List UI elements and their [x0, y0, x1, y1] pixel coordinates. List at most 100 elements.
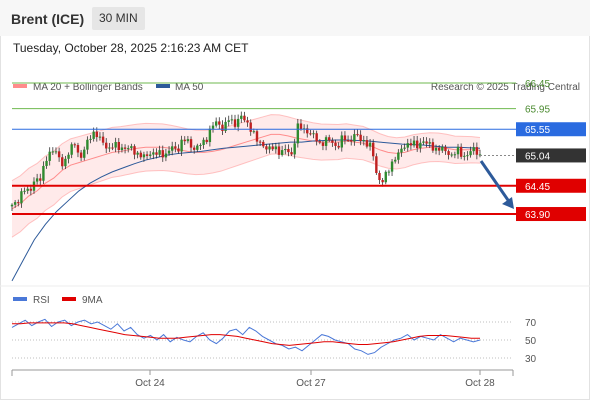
candle-body [123, 147, 127, 149]
candle-body [337, 145, 340, 148]
bollinger-upper [11, 114, 481, 182]
candle-body [475, 147, 479, 155]
candle-body [17, 202, 20, 204]
candle-body [127, 148, 130, 150]
candle-body [350, 140, 353, 142]
candle-body [400, 148, 403, 153]
candle-body [258, 141, 262, 143]
candle-body [205, 139, 208, 143]
candle-body [35, 178, 39, 182]
candle-body [180, 139, 183, 152]
candle-body [26, 188, 29, 191]
candle-body [469, 151, 472, 156]
price-chart [10, 111, 482, 282]
candle-body [167, 150, 171, 154]
x-tick-label: Oct 28 [465, 378, 495, 389]
candle-body [199, 144, 202, 146]
candle-body [67, 154, 70, 159]
header-bar: Brent (ICE) 30 MIN [0, 0, 590, 36]
rsi-chart: 70 50 30 [11, 318, 537, 365]
candle-body [447, 151, 450, 155]
candle-body [406, 143, 409, 148]
candle-body [70, 144, 73, 155]
rsi-line [11, 318, 481, 355]
rsi-tick-label: 70 [525, 318, 537, 329]
candle-body [450, 154, 453, 156]
candle-body [13, 202, 17, 205]
candle-body [472, 147, 475, 152]
candle-body [403, 147, 406, 149]
candle-body [10, 204, 14, 207]
candle-body [42, 165, 45, 181]
candle-body [478, 154, 482, 156]
candle-body [73, 144, 77, 146]
ma9-legend-label: 9MA [82, 295, 103, 306]
candle-body [164, 153, 168, 158]
candle-body [120, 147, 124, 151]
candle-body [243, 115, 246, 121]
candle-body [412, 140, 416, 146]
candle-body [189, 139, 193, 148]
level-label-support: 64.45 [525, 182, 550, 193]
candle-body [425, 141, 428, 144]
candle-body [466, 155, 469, 157]
ma50-legend-swatch [156, 84, 170, 88]
candle-body [177, 148, 180, 152]
arrow-shaft [479, 160, 512, 204]
datetime-label: Tuesday, October 28, 2025 2:16:23 AM CET [13, 41, 249, 55]
candle-body [230, 119, 234, 121]
candle-body [240, 115, 243, 119]
candle-body [365, 140, 369, 147]
candle-body [108, 147, 111, 149]
candle-body [117, 141, 120, 151]
candle-body [315, 133, 318, 142]
candle-body [145, 154, 149, 156]
candle-body [262, 141, 265, 147]
candle-body [328, 137, 331, 141]
level-lines: 66.45 65.95 65.55 65.04 64.45 63.90 [12, 79, 586, 222]
candle-body [381, 180, 384, 183]
timeframe-badge[interactable]: 30 MIN [92, 7, 145, 30]
candle-body [280, 150, 284, 155]
candle-body [79, 152, 83, 158]
candle-body [409, 143, 413, 146]
candle-body [211, 125, 215, 129]
candle-body [45, 160, 48, 166]
x-tick-label: Oct 27 [296, 378, 326, 389]
candle-body [441, 146, 444, 151]
candle-body [236, 118, 240, 127]
rsi-tick-label: 30 [525, 354, 537, 365]
candle-body [268, 146, 271, 150]
candle-body [152, 152, 155, 155]
candle-body [252, 131, 256, 133]
candle-body [130, 146, 133, 149]
candle-body [353, 134, 356, 142]
instrument-title: Brent (ICE) [11, 11, 85, 27]
x-axis-ticks: Oct 24 Oct 27 Oct 28 [135, 370, 495, 389]
candle-body [362, 140, 365, 142]
candle-body [324, 137, 328, 146]
level-tag-support [516, 207, 586, 222]
candle-body [149, 154, 152, 156]
candle-body [196, 145, 199, 150]
candle-body [321, 142, 325, 146]
candle-body [340, 135, 343, 148]
candle-body [218, 121, 221, 125]
candle-body [155, 152, 158, 155]
candle-body [233, 119, 237, 127]
candle-body [158, 150, 161, 155]
x-tick-label: Oct 24 [135, 378, 165, 389]
candle-body [265, 146, 268, 150]
level-label-support: 63.90 [525, 210, 550, 221]
candle-body [133, 146, 136, 155]
candle-body [54, 151, 58, 153]
candle-body [20, 191, 23, 204]
candle-body [170, 146, 174, 151]
candle-body [393, 159, 397, 162]
candle-body [419, 142, 422, 149]
candle-body [98, 136, 102, 138]
candle-body [142, 154, 146, 158]
candle-body [296, 123, 300, 144]
level-tag-current [516, 148, 586, 163]
